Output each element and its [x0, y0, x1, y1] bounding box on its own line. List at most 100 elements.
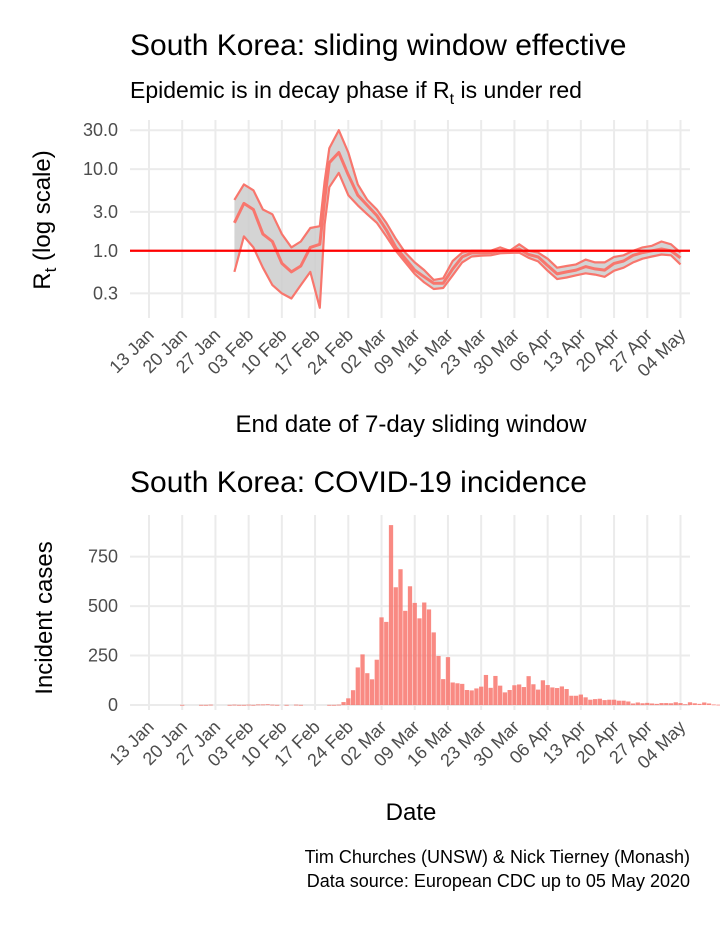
- incidence-bar: [498, 685, 503, 706]
- incidence-bar: [635, 702, 640, 706]
- incidence-bar: [664, 703, 669, 706]
- incidence-bar: [678, 703, 683, 706]
- incidence-bar: [232, 704, 237, 706]
- incidence-bar: [569, 695, 574, 706]
- rt-credible-band-area: [234, 130, 681, 308]
- rt-chart-subtitle: Epidemic is in decay phase if Rt is unde…: [130, 77, 582, 108]
- incidence-bar: [265, 704, 270, 706]
- incidence-bar: [626, 701, 631, 706]
- incidence-bar: [256, 704, 261, 706]
- incidence-bar: [611, 699, 617, 706]
- incidence-bar: [412, 602, 417, 706]
- incidence-gridlines: [130, 515, 690, 710]
- incidence-bar: [649, 703, 655, 706]
- rt-chart-title: South Korea: sliding window effective: [130, 29, 626, 62]
- incidence-bar: [550, 687, 555, 706]
- incidence-bar: [350, 690, 356, 706]
- incidence-bar: [426, 609, 432, 706]
- incidence-bar: [630, 703, 636, 706]
- incidence-bar: [431, 632, 436, 706]
- incidence-bar: [270, 704, 275, 706]
- incidence-bar: [374, 659, 379, 706]
- incidence-y-axis-title: Incident cases: [31, 541, 58, 694]
- incidence-bar: [592, 699, 598, 706]
- incidence-bar: [521, 687, 527, 706]
- incidence-bar: [621, 700, 626, 706]
- incidence-bar: [706, 703, 712, 706]
- incidence-bar: [607, 699, 612, 706]
- incidence-bar: [559, 686, 564, 706]
- rt-y-tick-labels: 0.3 1.0 3.0 10.0 30.0: [83, 120, 118, 303]
- incidence-bars: [180, 525, 720, 706]
- incidence-bar: [365, 673, 370, 706]
- incidence-x-axis-title: Date: [386, 799, 437, 826]
- incidence-bar: [479, 686, 484, 706]
- incidence-bar: [683, 704, 688, 706]
- incidence-bar: [355, 667, 360, 706]
- rt-lower-line: [233, 171, 682, 309]
- incidence-bar: [507, 690, 512, 706]
- incidence-bar: [640, 703, 645, 706]
- incidence-bar: [436, 655, 441, 706]
- rt-y-tick-label: 10.0: [83, 159, 118, 179]
- incidence-bar: [711, 704, 716, 706]
- incidence-y-tick-label: 250: [88, 646, 118, 666]
- incidence-bar: [341, 702, 346, 706]
- incidence-bar: [384, 621, 389, 706]
- incidence-bar: [597, 698, 602, 706]
- incidence-bar: [445, 657, 451, 706]
- rt-y-axis-title: Rt (log scale): [29, 150, 60, 289]
- caption-source: Data source: European CDC up to 05 May 2…: [307, 871, 690, 891]
- incidence-bar: [573, 695, 579, 706]
- incidence-bar: [564, 689, 569, 706]
- incidence-bar: [293, 704, 299, 706]
- rt-upper-line: [233, 129, 682, 281]
- incidence-bar: [203, 704, 209, 706]
- incidence-bar: [673, 702, 678, 706]
- incidence-bar: [379, 617, 384, 706]
- incidence-bar: [583, 697, 588, 706]
- incidence-bar: [180, 704, 185, 706]
- incidence-bar: [540, 680, 546, 706]
- incidence-y-tick-label: 500: [88, 596, 118, 616]
- incidence-bar: [227, 704, 232, 706]
- incidence-bar: [493, 675, 498, 706]
- incidence-bar: [488, 687, 493, 706]
- incidence-bar: [469, 690, 474, 706]
- rt-y-tick-label: 1.0: [93, 241, 118, 261]
- rt-x-axis-title: End date of 7-day sliding window: [236, 411, 588, 438]
- incidence-bar: [659, 703, 664, 706]
- incidence-bar: [602, 700, 607, 706]
- incidence-bar: [417, 618, 422, 706]
- incidence-bar: [697, 703, 702, 706]
- incidence-bar: [369, 679, 375, 706]
- incidence-bar: [702, 702, 707, 706]
- incidence-bar: [237, 704, 242, 706]
- incidence-bar: [274, 704, 280, 706]
- caption-authors: Tim Churches (UNSW) & Nick Tierney (Mona…: [305, 847, 690, 867]
- incidence-bar: [464, 690, 470, 706]
- incidence-bar: [483, 674, 489, 706]
- incidence-y-tick-label: 0: [108, 695, 118, 715]
- incidence-bar: [284, 704, 289, 706]
- incidence-bar: [398, 569, 403, 706]
- incidence-bar: [246, 704, 251, 706]
- incidence-bar: [388, 525, 394, 706]
- rt-y-tick-label: 0.3: [93, 283, 118, 303]
- incidence-bar: [441, 679, 446, 706]
- rt-y-tick-label: 3.0: [93, 202, 118, 222]
- incidence-bar: [260, 704, 266, 706]
- incidence-bar: [512, 685, 517, 706]
- rt-series-lines: [233, 129, 682, 309]
- rt-median-line: [233, 151, 682, 285]
- incidence-bar: [455, 683, 460, 706]
- incidence-bar: [199, 704, 204, 706]
- incidence-bar: [208, 704, 213, 706]
- incidence-bar: [654, 703, 659, 706]
- incidence-bar: [588, 699, 593, 706]
- incidence-bar: [716, 704, 720, 706]
- incidence-y-tick-labels: 0 250 500 750: [88, 547, 118, 715]
- incidence-bar: [517, 684, 522, 706]
